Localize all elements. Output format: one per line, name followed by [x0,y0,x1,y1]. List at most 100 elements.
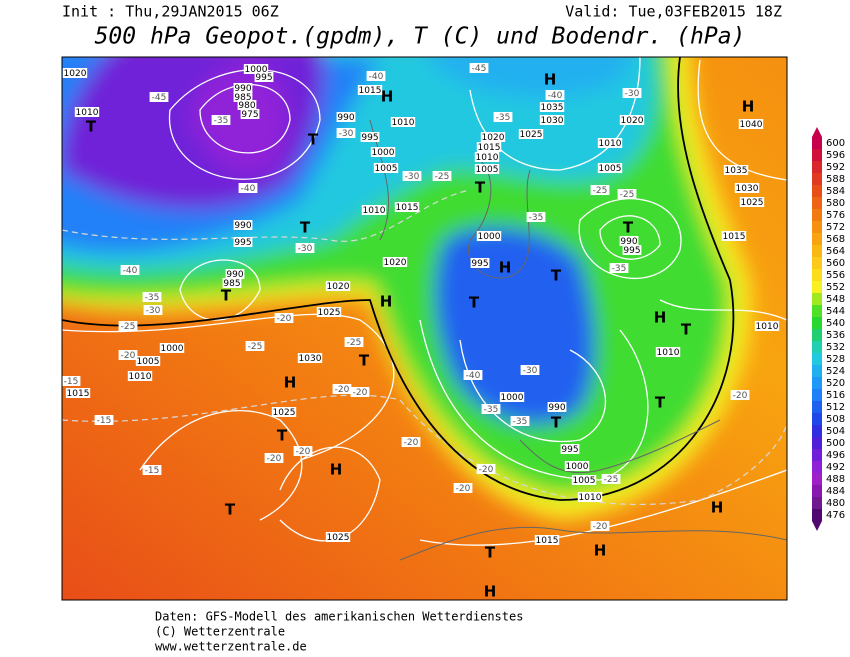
label-box [254,72,274,82]
pressure-label: 985 [234,93,251,103]
label-box [526,212,546,222]
pressure-label: 1030 [541,116,564,126]
colorbar-label: 592 [826,162,845,173]
temperature-label: -25 [347,338,362,348]
temperature-label: -20 [404,438,419,448]
label-box [520,365,540,375]
label-box [469,63,489,73]
colorbar-label: 596 [826,150,845,161]
label-box [738,119,764,129]
label-box [499,392,525,402]
temperature-label: -20 [456,484,471,494]
colorbar-label: 516 [826,390,845,401]
pressure-label: 990 [234,221,251,231]
temperature-label: -35 [484,405,499,415]
colorbar-label: 572 [826,222,845,233]
label-box [240,109,260,119]
temperature-label: -35 [513,417,528,427]
temperature-label: -40 [548,91,563,101]
colorbar-swatch [812,509,822,521]
colorbar-label: 488 [826,474,845,485]
colorbar-label: 540 [826,318,845,329]
pressure-label: 990 [548,403,565,413]
colorbar-tip [812,521,822,531]
low-pressure-marker: T [308,131,319,149]
pressure-label: 1000 [501,393,524,403]
pressure-label: 1010 [76,108,99,118]
label-box [370,147,396,157]
label-box [476,464,496,474]
high-pressure-marker: H [711,499,724,517]
label-box [619,115,645,125]
colorbar-swatch [812,449,822,461]
footer-line: Daten: GFS-Modell des amerikanischen Wet… [155,610,523,624]
temperature-label: -20 [479,465,494,475]
temperature-label: -35 [529,213,544,223]
colorbar-label: 508 [826,414,845,425]
colorbar-label: 600 [826,138,845,149]
pressure-label: 1020 [327,282,350,292]
pressure-label: 1025 [318,308,341,318]
high-pressure-marker: H [381,88,394,106]
pressure-label: 1000 [245,65,268,75]
temperature-label: -20 [593,522,608,532]
label-box [622,88,642,98]
label-box [233,220,253,230]
low-pressure-marker: T [300,219,311,237]
colorbar-tip [812,127,822,137]
temperature-label: -30 [146,306,161,316]
temperature-label: -20 [353,388,368,398]
temperature-label: -30 [523,366,538,376]
pressure-label: 1030 [736,184,759,194]
pressure-label: 1020 [482,133,505,143]
label-box [590,521,610,531]
temperature-label: -40 [369,72,384,82]
colorbar-swatch [812,329,822,341]
pressure-label: 1040 [740,120,763,130]
label-box [243,64,269,74]
pressure-label: 1025 [327,533,350,543]
label-box [127,371,153,381]
temperature-field [62,57,751,520]
label-box [601,474,621,484]
temperature-label: -40 [241,184,256,194]
label-box [316,307,342,317]
label-box [159,343,185,353]
label-box [361,205,387,215]
colorbar-swatch [812,209,822,221]
label-box [62,68,88,78]
colorbar-label: 492 [826,462,845,473]
colorbar-label: 504 [826,426,845,437]
label-box [432,171,452,181]
label-box [534,535,560,545]
low-pressure-marker: T [655,394,666,412]
label-box [453,483,473,493]
pressure-label: 1035 [725,166,748,176]
pressure-label: 1010 [363,206,386,216]
label-box [590,185,610,195]
temperature-label: -25 [435,172,450,182]
low-pressure-marker: T [551,414,562,432]
label-box [344,337,364,347]
colorbar-swatch [812,173,822,185]
low-pressure-marker: T [475,179,486,197]
label-box [723,165,749,175]
temperature-label: -20 [733,391,748,401]
label-box [547,402,567,412]
colorbar-swatch [812,425,822,437]
colorbar-swatch [812,149,822,161]
colorbar-label: 560 [826,258,845,269]
label-box [470,258,490,268]
label-box [350,387,370,397]
colorbar-label: 484 [826,486,845,497]
colorbar-label: 524 [826,366,845,377]
pressure-label: 1015 [536,536,559,546]
label-box [366,71,386,81]
colorbar-label: 512 [826,402,845,413]
high-pressure-marker: H [654,309,667,327]
colorbar-label: 544 [826,306,845,317]
pressure-label: 975 [241,110,258,120]
label-box [332,384,352,394]
low-pressure-marker: T [485,544,496,562]
pressure-label: 1010 [392,118,415,128]
